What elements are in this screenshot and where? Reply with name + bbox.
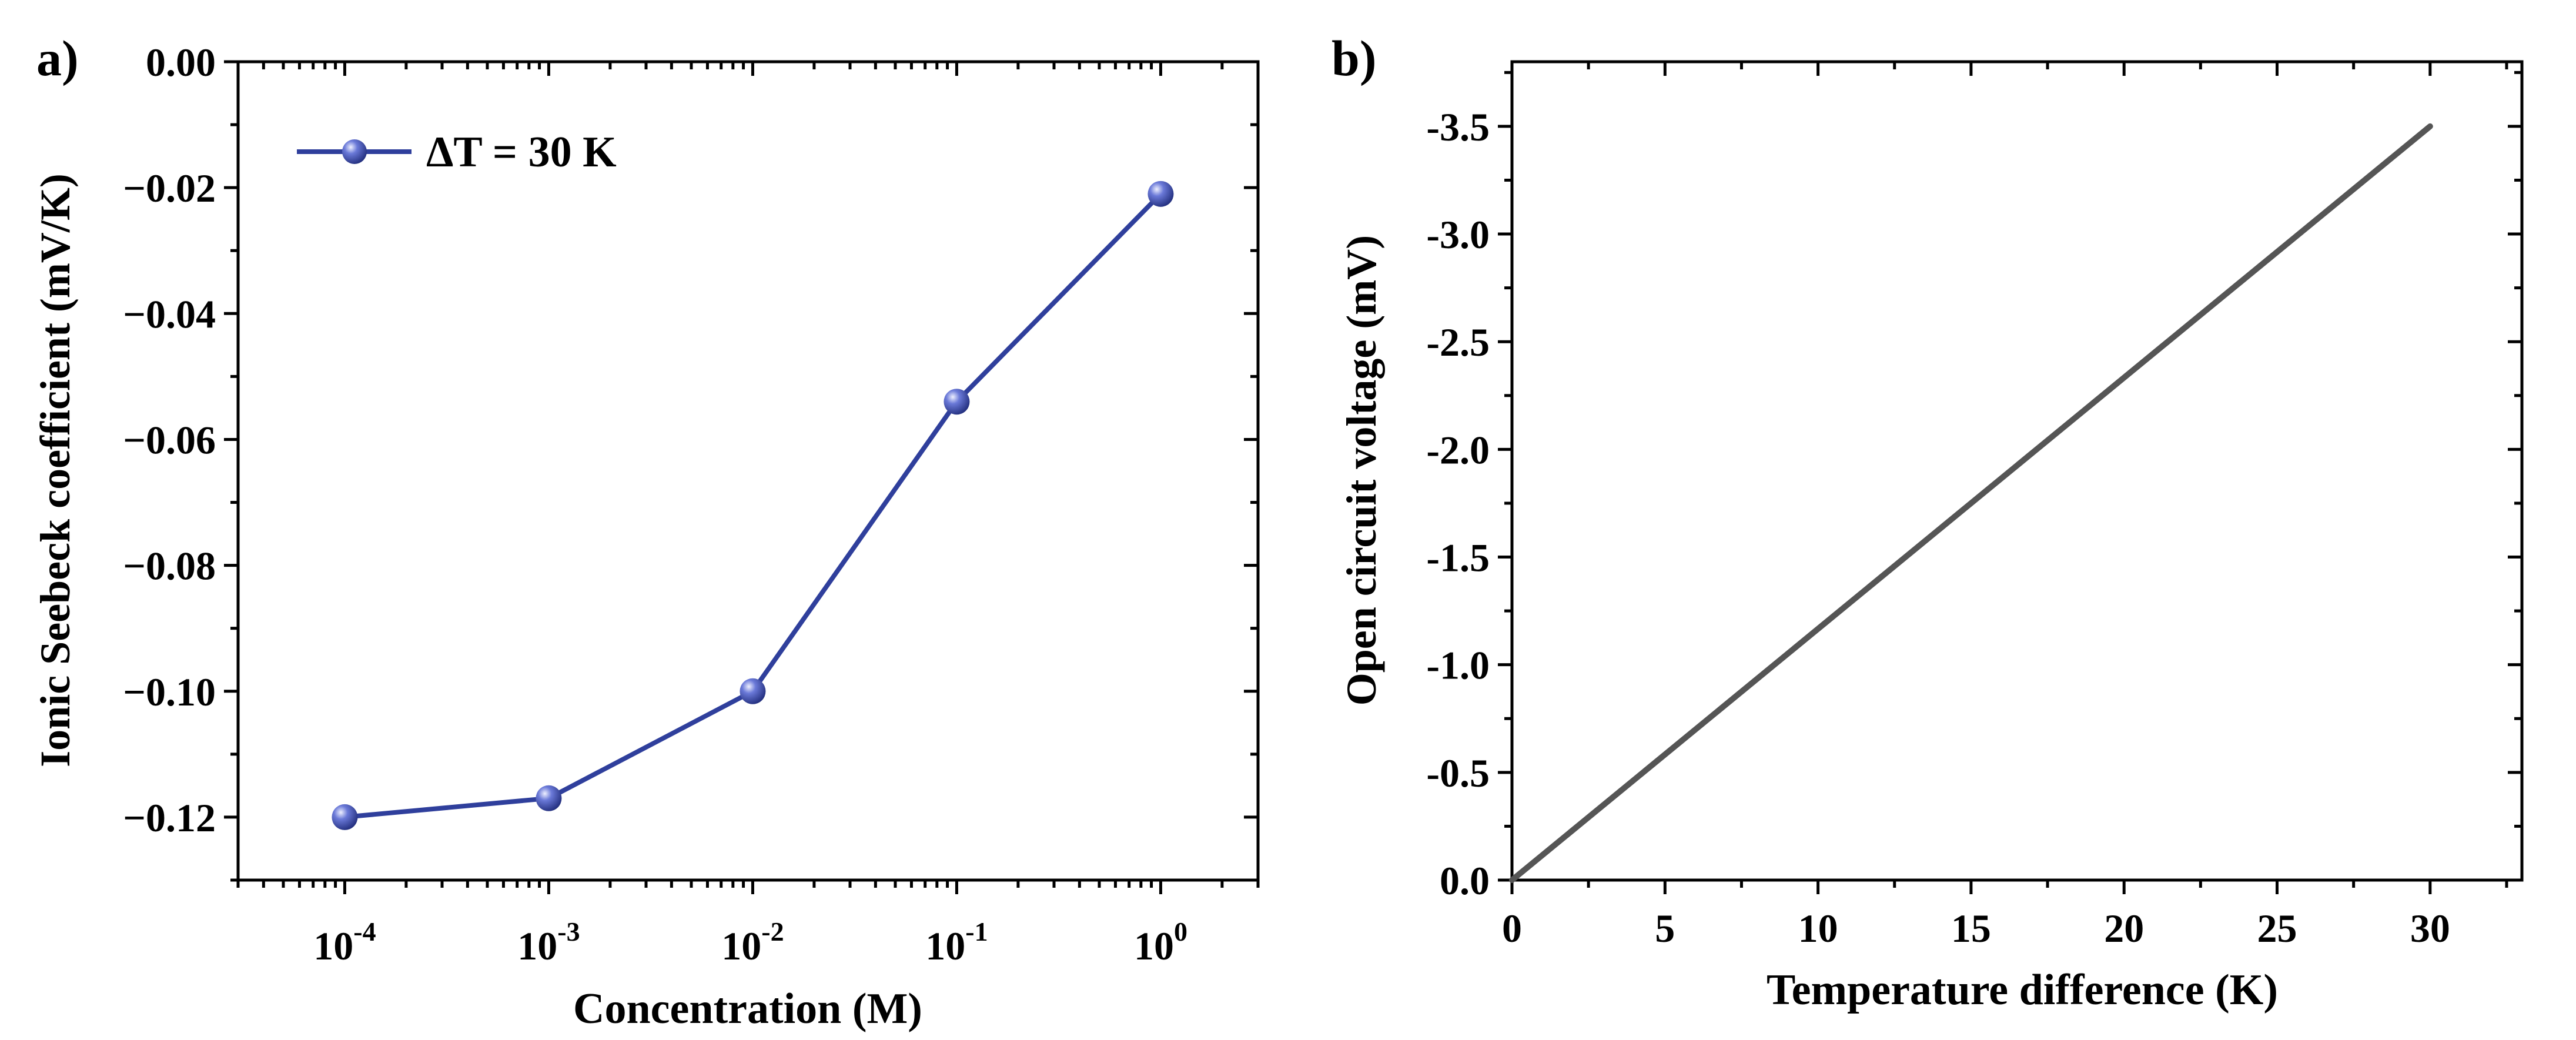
panel-a-ticks [224, 60, 1260, 894]
x-tick-label: 100 [1134, 917, 1187, 968]
x-tick-label: 0 [1502, 906, 1522, 951]
panel-a-y-tick-labels: 0.00 −0.02 −0.04 −0.06 −0.08 −0.10 −0.12 [123, 40, 216, 840]
x-tick-label: 10-1 [925, 917, 988, 968]
y-tick-label: -0.5 [1426, 751, 1490, 795]
data-point [740, 678, 766, 704]
x-tick-label: 20 [2104, 906, 2144, 951]
legend-label: ΔT = 30 K [426, 128, 617, 176]
y-tick-label: −0.06 [123, 417, 216, 462]
panel-a-legend: ΔT = 30 K [297, 128, 617, 176]
y-tick-label: 0.00 [146, 40, 216, 85]
x-tick-label: 10 [1798, 906, 1838, 951]
x-tick-label: 15 [1951, 906, 1991, 951]
x-tick-label: 5 [1655, 906, 1675, 951]
y-tick-label: -2.0 [1426, 427, 1490, 472]
y-tick-label: -3.5 [1426, 105, 1490, 149]
panel-b-ticks [1498, 62, 2522, 894]
y-tick-label: −0.10 [123, 670, 216, 714]
x-tick-label: 30 [2410, 906, 2450, 951]
y-tick-label: -3.0 [1426, 212, 1490, 257]
panel-b-y-axis-label: Open circuit voltage (mV) [1338, 235, 1385, 706]
data-point [1148, 180, 1174, 207]
x-tick-label: 10-3 [517, 917, 580, 968]
panel-b-y-tick-labels: 0.0 -0.5 -1.0 -1.5 -2.0 -2.5 -3.0 -3.5 [1426, 105, 1490, 903]
y-tick-label: −0.08 [123, 544, 216, 588]
panel-b-plot-frame [1510, 60, 2524, 882]
panel-a-label: a) [36, 30, 79, 86]
series-line [344, 192, 1163, 820]
y-tick-label: −0.04 [123, 292, 216, 336]
y-tick-label: −0.12 [123, 795, 216, 840]
data-point [536, 785, 562, 811]
y-tick-label: −0.02 [123, 166, 216, 210]
series-line [1509, 123, 2433, 883]
panel-a-series [332, 180, 1174, 830]
x-tick-label: 10-2 [721, 917, 784, 968]
panel-b: b) 0.0 -0.5 -1.0 -1.5 -2.0 -2.5 -3.0 -3.5 0 5 10 1… [1332, 30, 2524, 1014]
panel-b-x-tick-labels: 0 5 10 15 20 25 30 [1502, 906, 2450, 951]
data-point [944, 389, 970, 415]
panel-a: a) 0.00 −0.02 −0.04 −0.06 −0.08 −0.10 −0.12 10… [32, 30, 1260, 1033]
panel-b-label: b) [1332, 30, 1376, 86]
y-tick-label: 0.0 [1440, 858, 1490, 903]
panel-a-x-axis-label: Concentration (M) [573, 985, 922, 1033]
panel-a-plot-frame [236, 60, 1260, 882]
panel-a-x-tick-labels: 10-4 10-3 10-2 10-1 100 [313, 917, 1187, 968]
panel-b-x-axis-label: Temperature difference (K) [1767, 966, 2278, 1014]
legend-marker [342, 139, 367, 164]
panel-b-series [1509, 123, 2433, 883]
y-tick-label: -2.5 [1426, 320, 1490, 364]
data-point [332, 804, 358, 830]
x-tick-label: 25 [2257, 906, 2297, 951]
y-tick-label: -1.0 [1426, 643, 1490, 688]
x-tick-label: 10-4 [313, 917, 376, 968]
panel-a-y-axis-label: Ionic Seebeck coefficient (mV/K) [32, 173, 79, 767]
y-tick-label: -1.5 [1426, 536, 1490, 580]
